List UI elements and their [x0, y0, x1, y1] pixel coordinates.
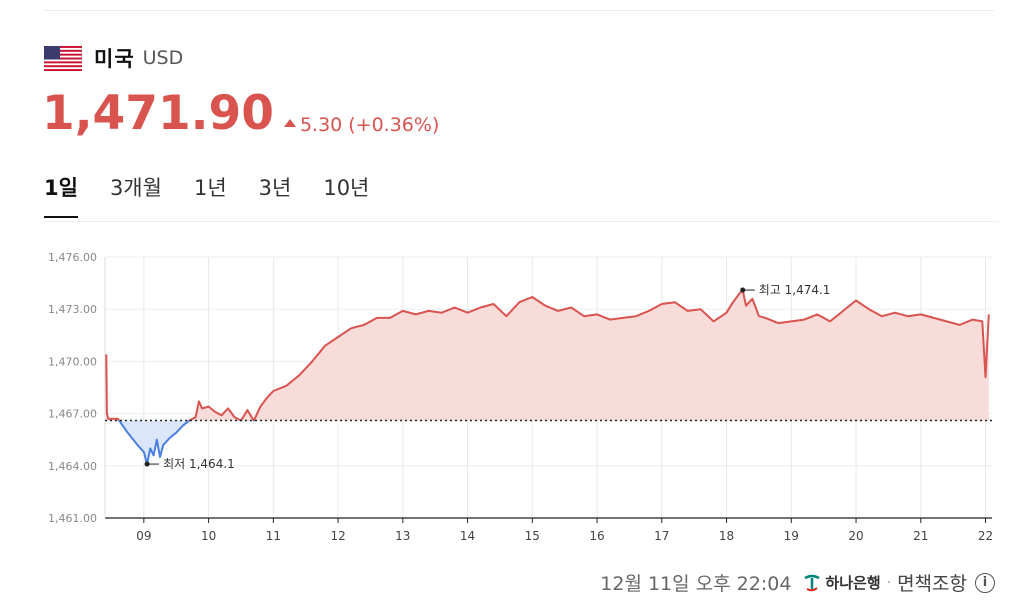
y-tick-label: 1,467.00 — [48, 408, 97, 421]
x-tick-label: 10 — [201, 529, 216, 543]
y-tick-label: 1,470.00 — [48, 355, 97, 368]
update-timestamp: 12월 11일 오후 22:04 — [600, 573, 792, 595]
tab-1y[interactable]: 1년 — [193, 176, 227, 200]
x-tick-label: 13 — [395, 529, 410, 543]
x-tick-label: 20 — [848, 529, 863, 543]
tab-3y[interactable]: 3년 — [258, 176, 292, 200]
y-tick-label: 1,476.00 — [48, 251, 97, 264]
x-tick-label: 11 — [266, 529, 281, 543]
top-divider — [44, 10, 994, 11]
disclaimer-link[interactable]: 면책조항 — [897, 573, 967, 595]
x-tick-label: 12 — [330, 529, 345, 543]
x-tick-label: 19 — [784, 529, 799, 543]
quote-row: 1,471.90 5.30 (+0.36%) — [42, 86, 439, 141]
exchange-rate-chart: 1,476.00 1,473.00 1,470.00 1,467.00 1,464.00… — [48, 251, 993, 543]
x-tick-label: 22 — [978, 529, 993, 543]
footer-separator: · — [886, 574, 892, 591]
area-above-baseline — [106, 290, 989, 421]
x-tick-label: 21 — [913, 529, 928, 543]
tab-divider — [44, 221, 999, 222]
high-label: 최고 1,474.1 — [759, 283, 831, 297]
x-tick-label: 16 — [589, 529, 604, 543]
currency-code: USD — [142, 47, 184, 69]
tab-10y[interactable]: 10년 — [323, 176, 370, 200]
tab-3m[interactable]: 3개월 — [109, 176, 162, 200]
x-tick-label: 17 — [654, 529, 669, 543]
price-line-up — [105, 289, 990, 421]
us-flag-icon — [44, 45, 82, 71]
country-name: 미국 — [94, 47, 135, 71]
tab-1d[interactable]: 1일 — [44, 172, 78, 218]
x-tick-label: 09 — [136, 529, 151, 543]
price-change: 5.30 (+0.36%) — [283, 114, 440, 136]
current-price: 1,471.90 — [42, 86, 274, 141]
y-tick-label: 1,464.00 — [48, 460, 97, 473]
y-tick-label: 1,473.00 — [48, 303, 97, 316]
x-tick-label: 18 — [719, 529, 734, 543]
x-tick-label: 15 — [525, 529, 540, 543]
currency-header: 미국 USD — [44, 42, 183, 74]
y-tick-label: 1,461.00 — [48, 512, 97, 525]
info-icon[interactable]: i — [975, 572, 995, 593]
price-line-down — [117, 420, 256, 466]
up-triangle-icon — [283, 119, 296, 127]
change-value: 5.30 — [299, 114, 343, 136]
bank-name: 하나은행 — [825, 574, 881, 592]
change-percent: (+0.36%) — [348, 114, 440, 136]
chart-footer: 12월 11일 오후 22:04 하나은행 · 면책조항 i — [600, 569, 995, 596]
low-label: 최저 1,464.1 — [163, 457, 235, 471]
period-tabs: 1일 3개월 1년 3년 10년 — [44, 172, 401, 218]
x-tick-label: 14 — [460, 529, 475, 543]
hana-bank-logo-icon — [804, 574, 821, 591]
